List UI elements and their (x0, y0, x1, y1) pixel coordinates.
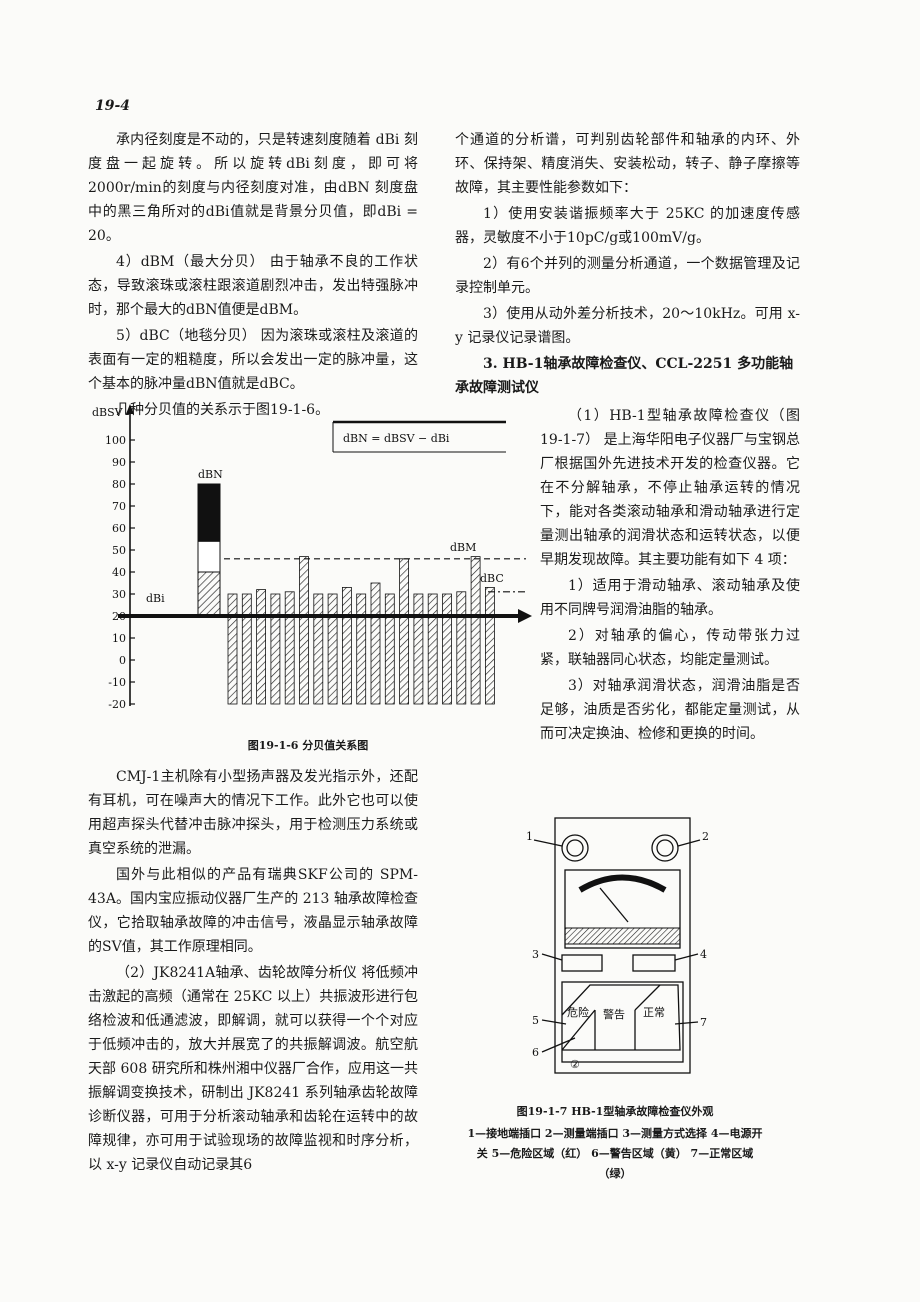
paragraph: CMJ-1主机除有小型扬声器及发光指示外，还配有耳机，可在噪声大的情况下工作。此… (88, 769, 418, 857)
paragraph: 5）dBC（地毯分贝） 因为滚珠或滚柱及滚道的表面有一定的粗糙度，所以会发出一定… (88, 328, 418, 392)
part-label: 4 (700, 948, 707, 961)
y-tick-label: 40 (112, 566, 126, 579)
bar (327, 593, 338, 705)
right-column-lower: （1）HB-1型轴承故障检查仪（图19-1-7） 是上海华阳电子仪器厂与宝钢总厂… (540, 404, 800, 748)
scale-bar (564, 927, 681, 945)
paragraph: 2）有6个并列的测量分析通道，一个数据管理及记录控制单元。 (455, 256, 800, 296)
stacked-segment (197, 483, 221, 542)
reference-label: dBi (146, 592, 165, 605)
bar (484, 586, 495, 705)
bar (299, 556, 309, 705)
paragraph: 3）使用从动外差分析技术，20～10kHz。可用 x-y 记录仪记录谱图。 (455, 306, 800, 346)
left-column: 承内径刻度是不动的，只是转速刻度随着 dBi 刻度盘一起旋转。所以旋转dBi刻度… (88, 128, 418, 424)
y-tick-label: 50 (112, 544, 126, 557)
bar (384, 593, 395, 705)
reference-label: dBM (450, 541, 476, 554)
paragraph: 2）对轴承的偏心，传动带张力过紧，联轴器同心状态，均能定量测试。 (540, 628, 800, 668)
bar (241, 593, 252, 705)
axis-arrow (518, 609, 532, 623)
zone-mark: ② (570, 1058, 580, 1071)
chart: dBSV dBN = dBSV − dBi -20-10010203040506… (92, 404, 532, 711)
section-heading: 3. HB-1轴承故障检查仪、CCL-2251 多功能轴承故障测试仪 (455, 356, 794, 396)
y-tick-label: 60 (112, 522, 126, 535)
device-outline (533, 817, 701, 1074)
y-axis-label: dBSV (92, 406, 124, 419)
paragraph: 3）对轴承润滑状态，润滑油脂是否足够，油质是否劣化，都能定量测试，从而可决定换油… (540, 678, 800, 742)
y-tick-label: 90 (112, 456, 126, 469)
bar-label: dBN (198, 468, 223, 481)
figure-caption: 图19-1-6 分贝值关系图 (247, 739, 369, 752)
bar (470, 556, 481, 705)
bar (256, 589, 267, 705)
bar (313, 593, 324, 705)
bar (442, 593, 452, 705)
paragraph: 承内径刻度是不动的，只是转速刻度随着 dBi 刻度盘一起旋转。所以旋转dBi刻度… (88, 132, 418, 244)
y-tick-label: -10 (108, 676, 126, 689)
paragraph: 4）dBM（最大分贝） 由于轴承不良的工作状态，导致滚珠或滚柱跟滚道剧烈冲击，发… (88, 254, 418, 318)
right-column: 个通道的分析谱，可判别齿轮部件和轴承的内环、外环、保持架、精度消失、安装松动，转… (455, 128, 800, 352)
bar (356, 593, 367, 705)
bar (227, 593, 238, 705)
paragraph: （1）HB-1型轴承故障检查仪（图19-1-7） 是上海华阳电子仪器厂与宝钢总厂… (540, 408, 800, 568)
paragraph: 1）适用于滑动轴承、滚动轴承及使用不同牌号润滑油脂的轴承。 (540, 578, 800, 618)
part-label: 6 (532, 1046, 539, 1059)
zone-label: 警告 (603, 1007, 625, 1021)
y-tick-label: 0 (119, 654, 126, 667)
zone-label: 危险 (567, 1005, 589, 1019)
page-number: 19-4 (95, 98, 131, 114)
y-tick-label: 70 (112, 500, 126, 513)
stacked-segment (197, 571, 221, 617)
y-tick-label: 100 (105, 434, 126, 447)
stacked-segment (197, 540, 221, 573)
y-tick-label: -20 (108, 698, 126, 711)
axis-arrow (126, 404, 134, 414)
figure-legend: 1—接地端插口 2—测量端插口 3—测量方式选择 4—电源开关 5—危险区域（红… (467, 1127, 763, 1180)
part-label: 5 (532, 1014, 539, 1027)
part-label: 3 (532, 948, 539, 961)
bar (284, 591, 295, 705)
bar (370, 582, 381, 705)
figure-caption: 图19-1-7 HB-1型轴承故障检查仪外观 (516, 1105, 714, 1118)
part-label: 1 (526, 830, 533, 843)
y-tick-label: 80 (112, 478, 126, 491)
bar (427, 593, 438, 705)
reference-label: dBC (480, 572, 504, 585)
paragraph: 1）使用安装谐振频率大于 25KC 的加速度传感器，灵敏度不小于10pC/g或1… (455, 206, 800, 246)
y-tick-label: 30 (112, 588, 126, 601)
part-label: 2 (702, 830, 709, 843)
y-tick-label: 10 (112, 632, 126, 645)
paragraph: 国外与此相似的产品有瑞典SKF公司的 SPM-43A。国内宝应振动仪器厂生产的 … (88, 867, 418, 955)
formula: dBN = dBSV − dBi (343, 432, 450, 445)
bar (399, 558, 410, 705)
part-label: 7 (700, 1016, 707, 1029)
zone-label: 正常 (643, 1006, 665, 1019)
paragraph: 几种分贝值的关系示于图19-1-6。 (116, 402, 330, 418)
paragraph: （2）JK8241A轴承、齿轮故障分析仪 将低频冲击激起的高频（通常在 25KC… (88, 965, 418, 1173)
bar (270, 593, 281, 705)
bar (341, 586, 352, 705)
bar (456, 591, 467, 705)
bar (413, 593, 424, 705)
left-column-lower: CMJ-1主机除有小型扬声器及发光指示外，还配有耳机，可在噪声大的情况下工作。此… (88, 765, 418, 1179)
diagram: 1 2 3 4 5 6 7 危险 警告 正常 ② (526, 817, 709, 1074)
paragraph: 个通道的分析谱，可判别齿轮部件和轴承的内环、外环、保持架、精度消失、安装松动，转… (455, 132, 800, 196)
